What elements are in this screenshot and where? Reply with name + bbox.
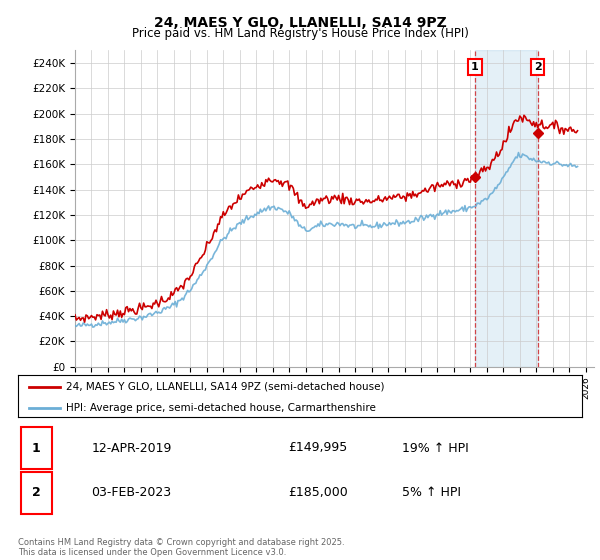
Text: £149,995: £149,995: [289, 441, 348, 455]
Text: 24, MAES Y GLO, LLANELLI, SA14 9PZ (semi-detached house): 24, MAES Y GLO, LLANELLI, SA14 9PZ (semi…: [66, 382, 385, 392]
Text: 1: 1: [471, 62, 479, 72]
FancyBboxPatch shape: [21, 472, 52, 514]
Text: 12-APR-2019: 12-APR-2019: [91, 441, 172, 455]
Text: Contains HM Land Registry data © Crown copyright and database right 2025.
This d: Contains HM Land Registry data © Crown c…: [18, 538, 344, 557]
Bar: [475, 50, 538, 367]
Text: 24, MAES Y GLO, LLANELLI, SA14 9PZ: 24, MAES Y GLO, LLANELLI, SA14 9PZ: [154, 16, 446, 30]
Text: 1: 1: [32, 441, 40, 455]
Text: 03-FEB-2023: 03-FEB-2023: [91, 486, 172, 500]
Text: £185,000: £185,000: [289, 486, 349, 500]
Text: 2: 2: [534, 62, 542, 72]
Text: HPI: Average price, semi-detached house, Carmarthenshire: HPI: Average price, semi-detached house,…: [66, 403, 376, 413]
Text: 2: 2: [32, 486, 40, 500]
Text: 5% ↑ HPI: 5% ↑ HPI: [401, 486, 461, 500]
FancyBboxPatch shape: [21, 427, 52, 469]
Text: 19% ↑ HPI: 19% ↑ HPI: [401, 441, 468, 455]
Text: Price paid vs. HM Land Registry's House Price Index (HPI): Price paid vs. HM Land Registry's House …: [131, 27, 469, 40]
